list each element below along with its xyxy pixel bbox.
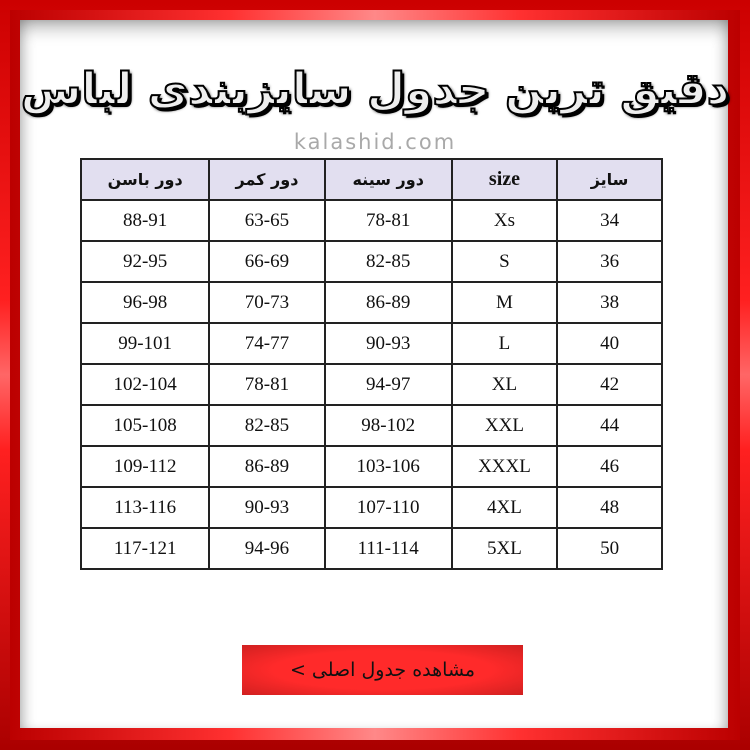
table-cell: 34 [556,199,663,242]
table-cell: 5XL [450,527,559,570]
table-cell: S [450,240,559,283]
table-cell: 44 [556,404,663,447]
table-cell: 82-85 [323,240,453,283]
table-cell: 40 [556,322,663,365]
column-header: سایز [556,158,663,201]
table-cell: XXL [450,404,559,447]
table-cell: 70-73 [208,281,326,324]
table-cell: 111-114 [323,527,453,570]
table-cell: 4XL [450,486,559,529]
table-cell: XL [450,363,559,406]
table-cell: 38 [556,281,663,324]
table-cell: 63-65 [208,199,326,242]
table-row: 50 5XL 111-114 94-96 117-121 [79,527,663,570]
table-cell: 50 [556,527,663,570]
table-cell: 48 [556,486,663,529]
table-cell: 88-91 [79,199,211,242]
table-cell: 99-101 [79,322,211,365]
table-cell: 42 [556,363,663,406]
column-header: دور باسن [79,158,211,201]
table-cell: 92-95 [79,240,211,283]
table-row: 46 XXXL 103-106 86-89 109-112 [79,445,663,488]
table-row: 38 M 86-89 70-73 96-98 [79,281,663,324]
table-cell: 109-112 [79,445,211,488]
table-cell: 117-121 [79,527,211,570]
table-cell: 78-81 [323,199,453,242]
page-title: دقیق ترین جدول سایزبندی لباس [20,63,731,116]
view-original-table-button[interactable]: مشاهده جدول اصلی > [242,645,523,695]
table-cell: XXXL [450,445,559,488]
table-cell: 36 [556,240,663,283]
table-row: 48 4XL 107-110 90-93 113-116 [79,486,663,529]
table-cell: 86-89 [208,445,326,488]
table-cell: 94-96 [208,527,326,570]
table-row: 42 XL 94-97 78-81 102-104 [79,363,663,406]
table-cell: 90-93 [208,486,326,529]
table-cell: 105-108 [79,404,211,447]
column-header: دور کمر [208,158,326,201]
table-cell: 66-69 [208,240,326,283]
table-cell: 107-110 [323,486,453,529]
table-cell: 98-102 [323,404,453,447]
table-cell: 74-77 [208,322,326,365]
table-cell: M [450,281,559,324]
table-cell: Xs [450,199,559,242]
site-watermark: kalashid.com [293,130,457,154]
table-cell: 78-81 [208,363,326,406]
table-cell: 103-106 [323,445,453,488]
table-row: 40 L 90-93 74-77 99-101 [79,322,663,365]
table-cell: 46 [556,445,663,488]
column-header: size [450,158,559,201]
column-header: دور سینه [323,158,453,201]
table-cell: 102-104 [79,363,211,406]
table-cell: L [450,322,559,365]
table-header-row: سایز size دور سینه دور کمر دور باسن [79,158,663,201]
table-cell: 94-97 [323,363,453,406]
table-cell: 113-116 [79,486,211,529]
table-cell: 86-89 [323,281,453,324]
size-table: سایز size دور سینه دور کمر دور باسن 34 Xs 78-8… [79,158,663,570]
table-cell: 96-98 [79,281,211,324]
table-cell: 82-85 [208,404,326,447]
table-row: 44 XXL 98-102 82-85 105-108 [79,404,663,447]
table-row: 36 S 82-85 66-69 92-95 [79,240,663,283]
table-row: 34 Xs 78-81 63-65 88-91 [79,199,663,242]
table-cell: 90-93 [323,322,453,365]
